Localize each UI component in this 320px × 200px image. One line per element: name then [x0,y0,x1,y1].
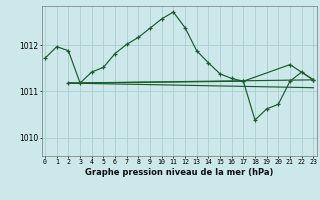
X-axis label: Graphe pression niveau de la mer (hPa): Graphe pression niveau de la mer (hPa) [85,168,273,177]
